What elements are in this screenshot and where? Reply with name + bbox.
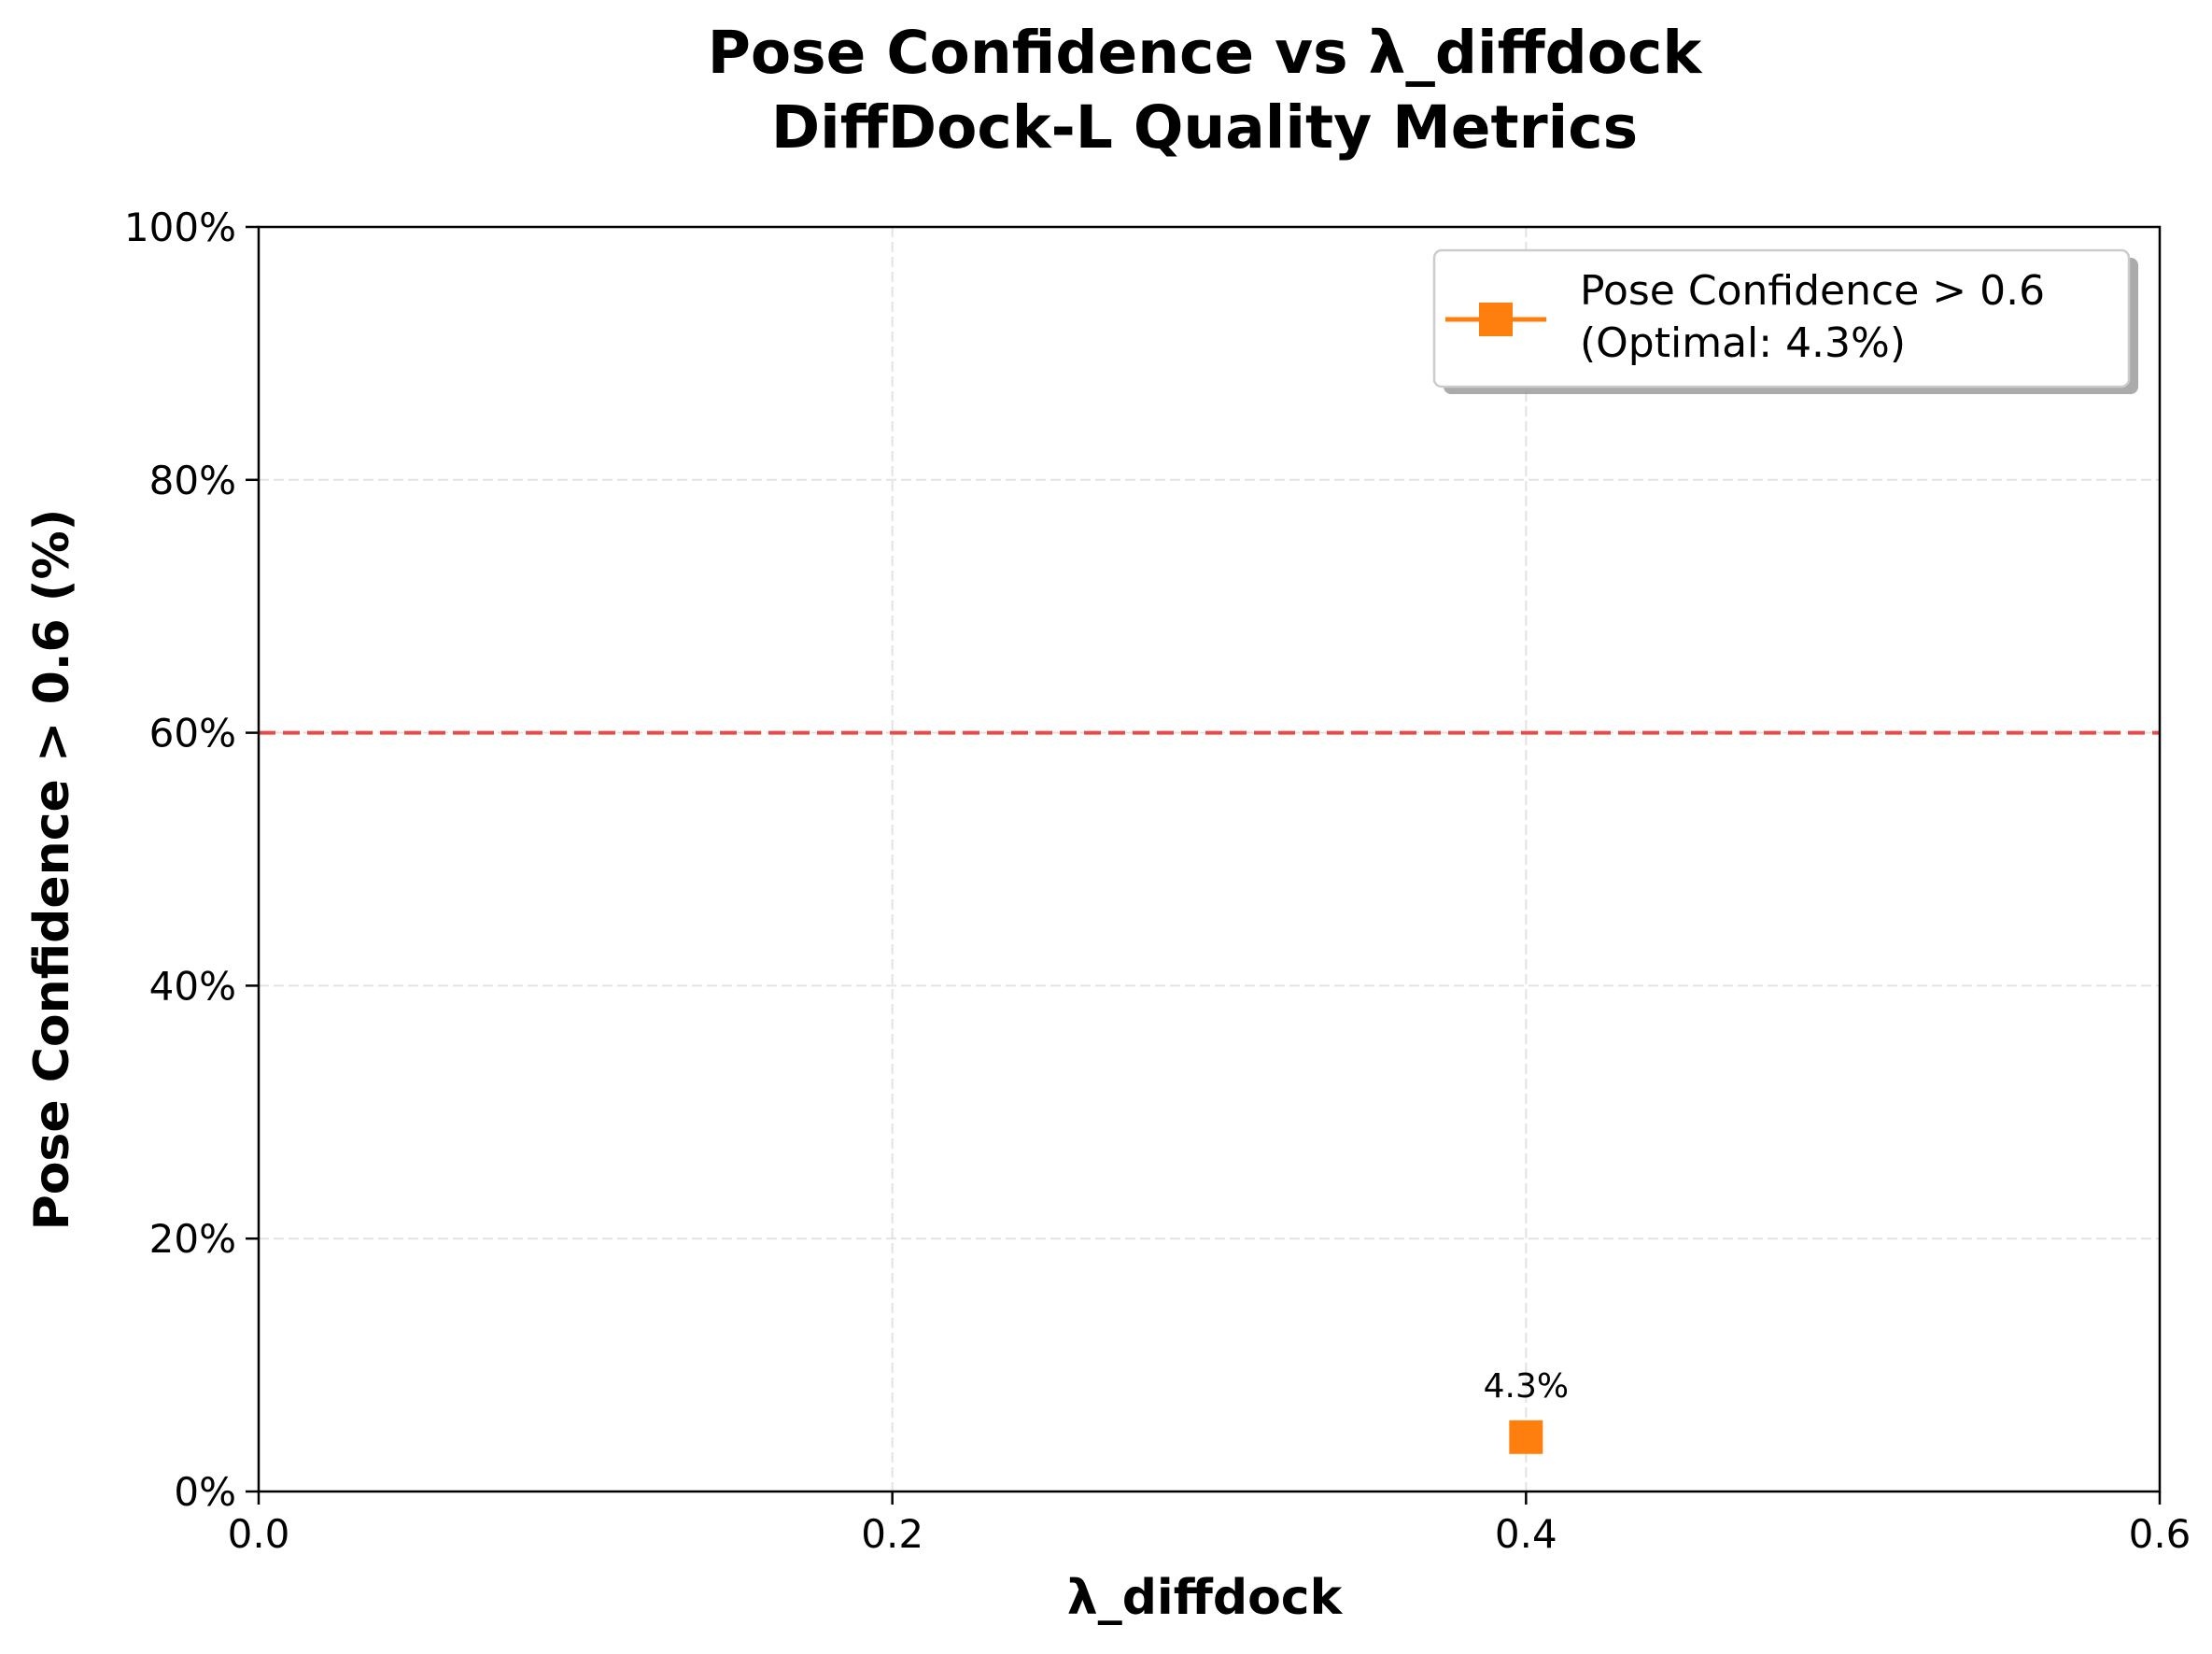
y-tick-label: 80% [149,458,236,503]
data-marks: 4.3% [1484,1367,1569,1454]
plot-frame [257,225,2162,1493]
y-tick-label: 40% [149,963,236,1009]
y-axis-label: Pose Confidence > 0.6 (%) [24,509,80,1231]
y-tick-label: 20% [149,1216,236,1262]
x-tick-label: 0.6 [2129,1511,2191,1557]
legend-entry-label: Pose Confidence > 0.6 [1580,267,2045,315]
legend-entry-sublabel: (Optimal: 4.3%) [1580,319,1906,367]
axis-ticks: 0.0 0.2 0.4 0.6 0% 20% 40% 60% 80% 100% [124,205,2191,1557]
x-tick-label: 0.2 [861,1511,923,1557]
y-tick-label: 100% [124,205,236,250]
chart-title: Pose Confidence vs λ_diffdock [708,19,1704,87]
x-tick-label: 0.4 [1495,1511,1557,1557]
grid-lines [258,226,2161,1492]
chart-subtitle: DiffDock-L Quality Metrics [771,93,1638,162]
y-tick-label: 60% [149,711,236,756]
legend: Pose Confidence > 0.6 (Optimal: 4.3%) [1432,248,2138,394]
legend-box [1432,248,2131,389]
x-tick-label: 0.0 [228,1511,290,1557]
legend-square-marker-icon [1479,303,1513,336]
x-axis-label: λ_diffdock [1067,1570,1344,1626]
data-point-label: 4.3% [1484,1367,1569,1406]
data-point-square [1509,1420,1543,1454]
y-tick-label: 0% [174,1469,236,1515]
